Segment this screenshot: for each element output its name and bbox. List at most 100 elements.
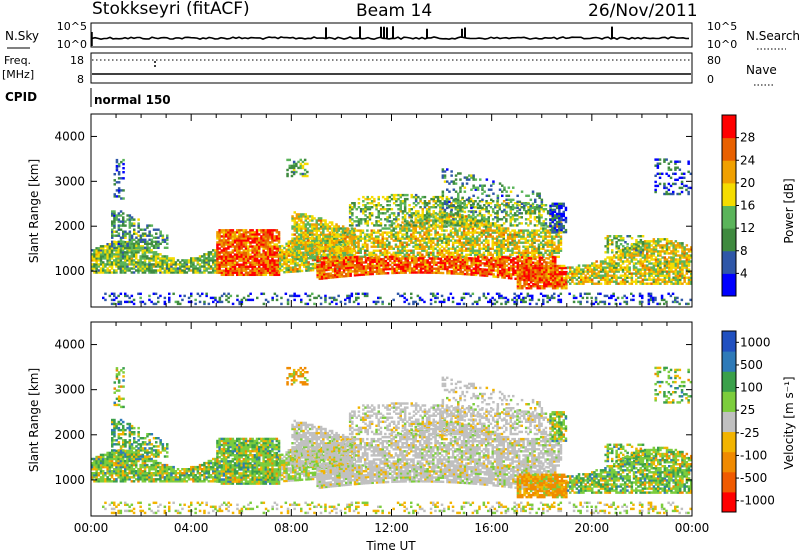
power-cell: [218, 261, 221, 264]
power-cell: [438, 237, 442, 240]
power-cell: [278, 253, 282, 256]
power-cell: [148, 265, 151, 268]
power-cell: [320, 257, 324, 260]
power-cell: [128, 257, 131, 260]
power-cell: [545, 261, 548, 264]
power-cell: [93, 259, 96, 262]
power-cell: [218, 243, 221, 246]
power-cell: [326, 237, 329, 240]
power-cell: [205, 259, 208, 262]
power-cell: [308, 241, 312, 244]
power-cell: [518, 212, 521, 215]
power-cell: [323, 256, 326, 260]
power-cell: [194, 265, 197, 268]
power-cell: [278, 263, 282, 266]
power-cell: [139, 259, 142, 262]
power-cell: [386, 208, 389, 211]
power-cell: [410, 251, 413, 255]
power-cell: [425, 245, 428, 248]
power-cell: [499, 261, 502, 265]
power-cell: [233, 269, 237, 272]
power-cell: [531, 204, 534, 207]
power-cell: [390, 231, 393, 234]
power-cell: [316, 267, 319, 271]
power-cell: [271, 235, 274, 238]
power-cell: [392, 218, 396, 221]
power-cell: [529, 212, 532, 215]
power-cell: [364, 267, 368, 270]
power-cell: [434, 195, 438, 199]
power-cell: [150, 267, 153, 270]
power-cell: [460, 243, 464, 246]
power-cell: [490, 265, 493, 268]
power-cell: [209, 259, 213, 262]
power-cell: [214, 269, 217, 272]
power-cell: [406, 269, 410, 272]
power-cell: [244, 233, 248, 236]
power-cell: [335, 239, 338, 242]
power-cell: [371, 266, 374, 270]
power-cell: [102, 255, 105, 258]
power-cell: [146, 234, 149, 237]
power-cell: [390, 222, 394, 225]
power-cell: [502, 241, 505, 244]
power-cell: [451, 241, 455, 244]
power-cell: [410, 255, 413, 259]
power-cell: [467, 197, 471, 201]
power-cell: [124, 255, 127, 258]
power-cell: [471, 247, 475, 250]
power-cell: [406, 197, 409, 201]
power-cell: [511, 251, 514, 255]
power-cell: [368, 216, 372, 219]
power-cell: [384, 224, 387, 227]
power-cell: [133, 224, 136, 227]
power-cell: [446, 255, 449, 259]
power-cell: [426, 265, 429, 268]
power-cell: [375, 220, 378, 223]
power-cell: [170, 271, 173, 274]
power-cell: [93, 255, 96, 258]
power-cell: [113, 226, 116, 229]
power-cell: [473, 237, 477, 240]
power-cell: [336, 273, 339, 277]
power-cell: [130, 267, 134, 270]
power-cell: [347, 232, 350, 235]
power-cell: [302, 247, 305, 250]
power-cell: [326, 223, 329, 226]
power-cell: [201, 261, 204, 264]
power-cell: [307, 245, 310, 248]
power-cell: [122, 242, 125, 246]
power-cell: [348, 210, 352, 213]
power-cell: [258, 265, 261, 268]
power-cell: [474, 206, 477, 209]
power-cell: [436, 241, 439, 244]
power-cell: [121, 251, 125, 254]
power-cell: [509, 235, 512, 238]
power-cell: [529, 206, 532, 209]
power-cell: [216, 269, 219, 272]
power-cell: [423, 255, 426, 259]
power-cell: [554, 256, 557, 259]
power-cell: [308, 225, 312, 228]
power-cell: [489, 253, 492, 257]
power-cell: [146, 224, 149, 227]
power-cell: [549, 261, 553, 265]
power-cell: [531, 233, 534, 236]
power-cell: [311, 253, 314, 257]
power-cell: [318, 265, 322, 268]
power-cell: [148, 232, 151, 235]
power-cell: [471, 235, 475, 238]
power-cell: [396, 255, 400, 259]
power-cell: [255, 239, 259, 242]
power-cell: [473, 251, 477, 255]
power-cell: [487, 204, 490, 207]
power-cell: [452, 214, 455, 217]
power-cell: [510, 275, 513, 278]
power-cell: [347, 272, 350, 276]
power-cell: [513, 224, 517, 227]
power-cell: [222, 273, 226, 277]
power-cell: [233, 253, 237, 256]
power-cell: [341, 227, 345, 230]
power-cell: [542, 247, 545, 250]
power-cell: [335, 247, 338, 250]
